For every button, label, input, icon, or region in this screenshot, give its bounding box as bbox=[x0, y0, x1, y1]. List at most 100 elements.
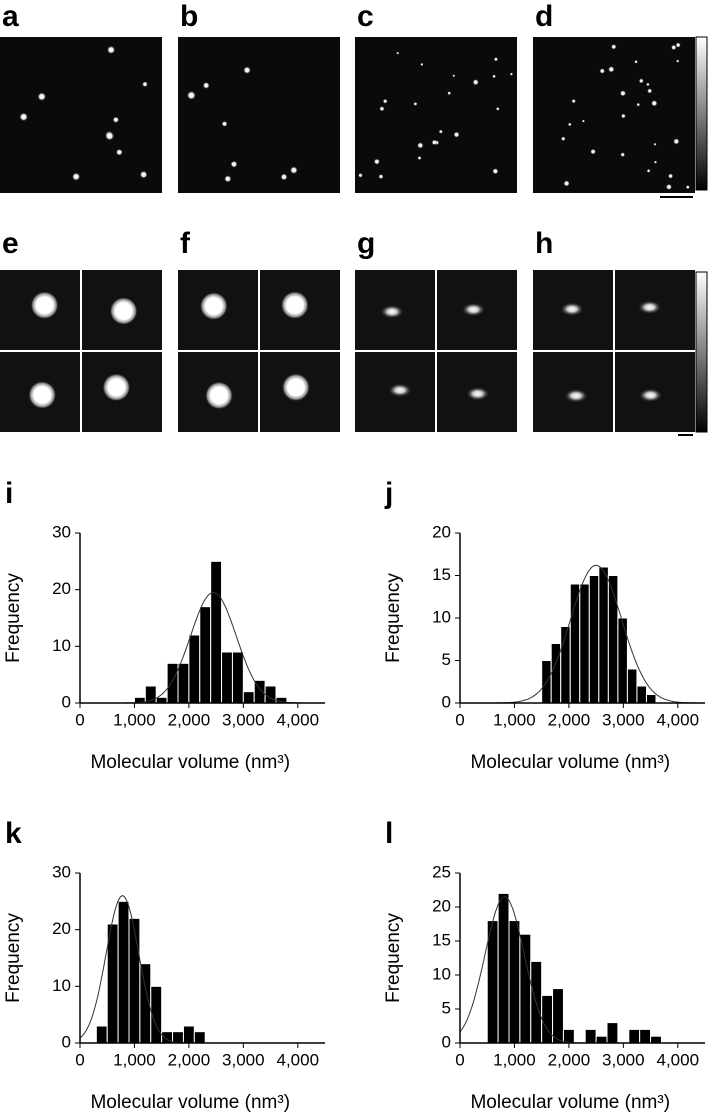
x-tick-label: 3,000 bbox=[222, 1050, 265, 1069]
particle bbox=[619, 90, 627, 97]
panel-label: e bbox=[2, 227, 19, 260]
bar bbox=[639, 1028, 652, 1044]
particle bbox=[665, 183, 673, 191]
particle bbox=[567, 122, 572, 127]
panel-label: f bbox=[180, 227, 191, 260]
bar bbox=[264, 685, 277, 704]
y-tick-label: 0 bbox=[62, 692, 71, 711]
bar bbox=[519, 933, 532, 1044]
bar bbox=[588, 575, 600, 704]
x-axis-title: Molecular volume (nm³) bbox=[90, 752, 290, 773]
particle bbox=[373, 158, 381, 165]
y-axis-title: Frequency bbox=[3, 913, 24, 1003]
particle bbox=[492, 167, 499, 175]
y-tick-label: 20 bbox=[52, 579, 71, 598]
bar bbox=[242, 691, 255, 704]
particle bbox=[413, 101, 418, 106]
afm-images bbox=[0, 37, 695, 432]
particle bbox=[638, 78, 644, 84]
bar bbox=[645, 694, 657, 704]
x-tick-label: 4,000 bbox=[657, 1050, 700, 1069]
particle bbox=[637, 300, 662, 315]
x-tick-label: 1,000 bbox=[113, 710, 156, 729]
y-tick-label: 25 bbox=[432, 862, 451, 881]
particle bbox=[139, 170, 148, 179]
particle bbox=[438, 129, 443, 134]
bar bbox=[552, 988, 564, 1044]
particle bbox=[675, 59, 680, 63]
panel-label: h bbox=[535, 227, 553, 260]
particle bbox=[289, 166, 298, 175]
particle bbox=[223, 174, 232, 183]
particle bbox=[387, 383, 412, 398]
x-tick-label: 0 bbox=[455, 710, 464, 729]
panel-label: b bbox=[180, 0, 198, 33]
particle bbox=[431, 139, 438, 146]
particle bbox=[607, 65, 615, 73]
bar bbox=[95, 1025, 108, 1044]
bar bbox=[560, 626, 571, 704]
bar bbox=[617, 617, 628, 704]
colorbar bbox=[695, 36, 708, 191]
bar bbox=[598, 566, 609, 704]
bar bbox=[508, 920, 521, 1044]
panel-label: k bbox=[5, 817, 22, 850]
panel-label: c bbox=[357, 0, 374, 33]
x-tick-label: 4,000 bbox=[277, 710, 320, 729]
particle bbox=[634, 59, 638, 64]
x-tick-label: 0 bbox=[75, 1050, 84, 1069]
particle bbox=[380, 304, 405, 319]
particle bbox=[416, 142, 424, 149]
y-axis-title: Frequency bbox=[383, 573, 404, 663]
y-tick-label: 20 bbox=[52, 919, 71, 938]
particle bbox=[492, 74, 497, 79]
x-tick-label: 4,000 bbox=[657, 710, 700, 729]
bar bbox=[155, 696, 168, 704]
particle bbox=[610, 43, 617, 50]
particle bbox=[357, 172, 363, 178]
particle bbox=[186, 90, 197, 101]
bar bbox=[607, 575, 619, 704]
particle bbox=[559, 302, 584, 317]
afm-image bbox=[178, 37, 340, 193]
particle bbox=[620, 152, 626, 158]
panel-label: j bbox=[384, 477, 393, 510]
particle bbox=[71, 172, 81, 182]
particle bbox=[493, 57, 499, 62]
y-tick-label: 20 bbox=[432, 896, 451, 915]
particle bbox=[620, 113, 626, 119]
bar bbox=[128, 917, 141, 1044]
bar bbox=[221, 651, 233, 704]
y-tick-label: 10 bbox=[432, 607, 451, 626]
y-tick-label: 10 bbox=[432, 964, 451, 983]
x-tick-label: 1,000 bbox=[493, 1050, 536, 1069]
bar bbox=[193, 1031, 206, 1044]
particle bbox=[465, 386, 490, 401]
particle bbox=[199, 292, 228, 321]
x-axis-title: Molecular volume (nm³) bbox=[470, 1092, 670, 1112]
x-tick-label: 2,000 bbox=[168, 710, 211, 729]
particle bbox=[472, 78, 480, 86]
panel-label: l bbox=[385, 817, 393, 850]
particle bbox=[417, 155, 422, 161]
y-tick-label: 30 bbox=[52, 862, 71, 881]
y-tick-label: 0 bbox=[442, 692, 451, 711]
x-tick-label: 3,000 bbox=[222, 710, 265, 729]
particle bbox=[104, 131, 115, 141]
y-tick-label: 20 bbox=[432, 522, 451, 541]
y-tick-label: 0 bbox=[62, 1032, 71, 1051]
x-tick-label: 3,000 bbox=[602, 1050, 645, 1069]
particle bbox=[650, 99, 658, 107]
particle bbox=[280, 291, 309, 320]
bar bbox=[166, 662, 179, 704]
bar bbox=[569, 583, 581, 704]
x-tick-label: 2,000 bbox=[168, 1050, 211, 1069]
bar bbox=[636, 685, 647, 704]
y-axis-title: Frequency bbox=[3, 573, 24, 663]
particle bbox=[382, 98, 388, 104]
particle bbox=[571, 98, 576, 104]
particle bbox=[564, 388, 589, 403]
particle bbox=[653, 160, 658, 164]
